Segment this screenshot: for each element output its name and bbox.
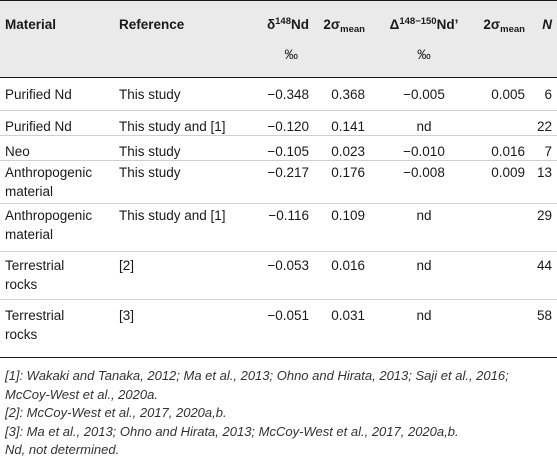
- cell-2sigma: 0.109: [331, 208, 365, 223]
- cell-n: 29: [536, 208, 552, 223]
- cell-reference: This study: [119, 165, 181, 180]
- header-2sigma-mean-2: 2σmean: [483, 17, 525, 35]
- footnote-nd: Nd, not determined.: [5, 442, 120, 457]
- cell-material: Terrestrial: [5, 258, 65, 273]
- cell-delta148: −0.120: [267, 119, 309, 134]
- footnote-1-cont: McCoy-West et al., 2020a.: [5, 386, 158, 402]
- cell-delta148: −0.105: [267, 144, 309, 159]
- cell-n: 44: [536, 258, 552, 273]
- table-footnotes: [1]: Wakaki and Tanaka, 2012; Ma et al.,…: [5, 367, 553, 460]
- cell-n: 6: [544, 87, 552, 102]
- header-delta148-150: Δ148−150Nd’: [389, 16, 459, 32]
- cell-delta148-150: nd: [416, 208, 432, 223]
- cell-2sigma-2: 0.009: [491, 165, 525, 180]
- cell-n: 22: [536, 119, 552, 134]
- footnote-1: [1]: Wakaki and Tanaka, 2012; Ma et al.,…: [5, 368, 509, 383]
- cell-delta148-150: nd: [416, 258, 432, 273]
- cell-delta148-150: nd: [416, 308, 432, 323]
- footnote-3: [3]: Ma et al., 2013; Ohno and Hirata, 2…: [5, 423, 459, 439]
- cell-2sigma: 0.141: [331, 119, 365, 134]
- cell-delta148: −0.051: [267, 308, 309, 323]
- cell-2sigma: 0.031: [331, 308, 365, 323]
- cell-delta148-150: nd: [416, 119, 432, 134]
- header-reference: Reference: [119, 17, 185, 32]
- cell-delta148-150: −0.005: [403, 87, 445, 102]
- cell-2sigma: 0.016: [331, 258, 365, 273]
- table-header: Material Reference δ148Nd ‰ 2σmean Δ148−…: [0, 0, 557, 78]
- cell-delta148-150: −0.010: [403, 144, 445, 159]
- header-delta148: δ148Nd: [266, 16, 309, 32]
- cell-reference: This study and [1]: [119, 119, 226, 134]
- cell-material: Neo: [5, 144, 30, 159]
- cell-reference: [2]: [119, 258, 135, 273]
- cell-material-line2: rocks: [5, 277, 38, 292]
- cell-2sigma-2: 0.016: [491, 144, 525, 159]
- cell-reference: This study: [119, 87, 181, 102]
- cell-n: 58: [536, 308, 552, 323]
- cell-material-line2: material: [5, 227, 54, 242]
- cell-reference: This study and [1]: [119, 208, 226, 223]
- cell-2sigma: 0.368: [331, 87, 365, 102]
- cell-reference: This study: [119, 144, 181, 159]
- cell-delta148: −0.348: [267, 87, 309, 102]
- header-2sigma-mean: 2σmean: [323, 17, 365, 35]
- cell-material: Terrestrial: [5, 308, 65, 323]
- cell-n: 13: [536, 165, 552, 180]
- cell-delta148-150: −0.008: [403, 165, 445, 180]
- cell-reference: [3]: [119, 308, 135, 323]
- footnote-2: [2]: McCoy-West et al., 2017, 2020a,b.: [5, 405, 227, 420]
- cell-2sigma: 0.176: [331, 165, 365, 180]
- header-n: N: [542, 17, 552, 32]
- header-material: Material: [5, 17, 57, 32]
- cell-material-line2: material: [5, 184, 54, 199]
- cell-material-line2: rocks: [5, 327, 38, 342]
- cell-material: Purified Nd: [5, 87, 72, 102]
- cell-material: Anthropogenic: [5, 208, 93, 223]
- cell-2sigma: 0.023: [331, 144, 365, 159]
- cell-2sigma-2: 0.005: [491, 87, 525, 102]
- header-delta148-150-unit: ‰: [417, 47, 431, 62]
- cell-n: 7: [544, 144, 552, 159]
- cell-material: Purified Nd: [5, 119, 72, 134]
- cell-delta148: −0.217: [267, 165, 309, 180]
- cell-delta148: −0.053: [267, 258, 309, 273]
- header-delta148-unit: ‰: [284, 47, 299, 62]
- cell-delta148: −0.116: [268, 208, 309, 223]
- table-bottom-rule: [0, 357, 557, 358]
- cell-material: Anthropogenic: [5, 165, 93, 180]
